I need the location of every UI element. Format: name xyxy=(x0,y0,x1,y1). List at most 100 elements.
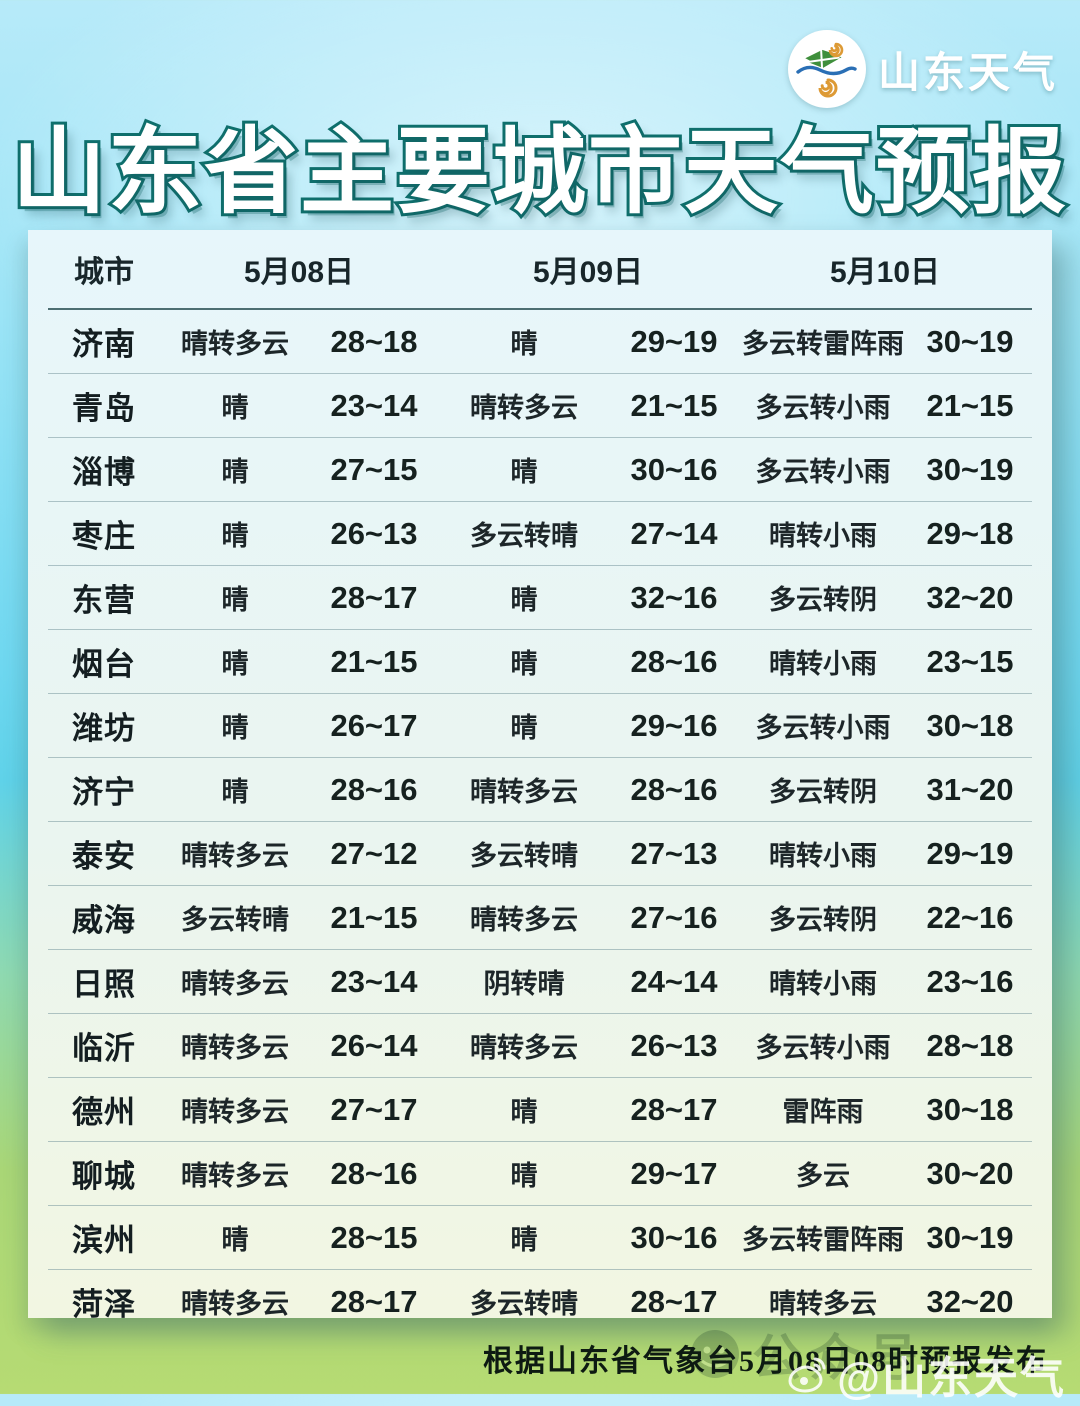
table-header-row: 城市 5月08日 5月09日 5月10日 xyxy=(48,230,1032,310)
weather-day3: 多云转小雨 xyxy=(755,713,891,743)
faint-watermark-text: 公众号 xyxy=(752,1330,926,1386)
temp-day2: 30~16 xyxy=(630,451,718,487)
header-date-2: 5月09日 xyxy=(532,256,644,289)
temp-day3: 31~20 xyxy=(926,771,1014,807)
city-name: 青岛 xyxy=(72,391,136,426)
faint-wechat-watermark: 公众号 xyxy=(688,1318,926,1390)
temp-day1: 28~17 xyxy=(330,579,418,615)
weather-day1: 晴转多云 xyxy=(181,1289,289,1319)
weather-day2: 晴 xyxy=(510,713,538,743)
city-name: 济宁 xyxy=(72,775,136,810)
temp-day3: 32~20 xyxy=(926,1283,1014,1319)
temp-day1: 23~14 xyxy=(330,963,418,999)
weather-day1: 晴 xyxy=(221,521,249,551)
temp-day1: 27~17 xyxy=(330,1091,418,1127)
temp-day3: 30~20 xyxy=(926,1155,1014,1191)
weather-day2: 晴 xyxy=(510,1161,538,1191)
city-name: 济南 xyxy=(72,327,136,362)
weather-day2: 晴 xyxy=(510,457,538,487)
weather-day1: 晴 xyxy=(221,457,249,487)
forecast-table: 城市 5月08日 5月09日 5月10日 济南 晴转多云 28~18 晴 29~… xyxy=(28,230,1052,1322)
weather-day2: 晴转多云 xyxy=(470,1033,578,1063)
weather-day3: 多云转小雨 xyxy=(755,393,891,423)
weather-day1: 晴转多云 xyxy=(181,1161,289,1191)
page-title: 山东省主要城市天气预报 xyxy=(9,116,1069,227)
weather-day3: 晴转小雨 xyxy=(769,969,877,999)
table-row: 临沂 晴转多云 26~14 晴转多云 26~13 多云转小雨 28~18 xyxy=(48,1013,1032,1077)
weather-day3: 多云转阴 xyxy=(769,585,877,615)
temp-day3: 28~18 xyxy=(926,1027,1014,1063)
temp-day2: 28~17 xyxy=(630,1283,718,1319)
temp-day1: 28~17 xyxy=(330,1283,418,1319)
weather-day1: 晴 xyxy=(221,777,249,807)
header-date-3: 5月10日 xyxy=(829,256,941,289)
temp-day3: 30~19 xyxy=(926,451,1014,487)
city-name: 德州 xyxy=(72,1095,136,1130)
temp-day3: 32~20 xyxy=(926,579,1014,615)
table-row: 德州 晴转多云 27~17 晴 28~17 雷阵雨 30~18 xyxy=(48,1077,1032,1141)
table-row: 烟台 晴 21~15 晴 28~16 晴转小雨 23~15 xyxy=(48,629,1032,693)
city-name: 潍坊 xyxy=(72,711,136,746)
weather-day2: 阴转晴 xyxy=(483,969,565,999)
temp-day3: 21~15 xyxy=(926,387,1014,423)
temp-day1: 21~15 xyxy=(330,899,418,935)
weather-day2: 多云转晴 xyxy=(470,1289,578,1319)
table-row: 聊城 晴转多云 28~16 晴 29~17 多云 30~20 xyxy=(48,1141,1032,1205)
weather-day1: 晴 xyxy=(221,585,249,615)
table-body: 济南 晴转多云 28~18 晴 29~19 多云转雷阵雨 30~19 青岛 晴 … xyxy=(48,310,1032,1333)
weather-day2: 晴 xyxy=(510,649,538,679)
temp-day2: 28~16 xyxy=(630,771,718,807)
weather-day3: 多云转雷阵雨 xyxy=(742,329,904,359)
table-row: 淄博 晴 27~15 晴 30~16 多云转小雨 30~19 xyxy=(48,437,1032,501)
header-city: 城市 xyxy=(74,256,134,289)
city-name: 泰安 xyxy=(72,839,136,874)
shandong-weather-logo-icon xyxy=(787,30,866,108)
weather-day2: 晴转多云 xyxy=(470,393,578,423)
weather-day2: 晴 xyxy=(510,1097,538,1127)
temp-day2: 32~16 xyxy=(630,579,718,615)
weather-day1: 晴转多云 xyxy=(181,1097,289,1127)
temp-day2: 26~13 xyxy=(630,1027,718,1063)
temp-day1: 28~16 xyxy=(330,1155,418,1191)
temp-day1: 21~15 xyxy=(330,643,418,679)
weather-day1: 晴 xyxy=(221,1225,249,1255)
temp-day2: 27~13 xyxy=(630,835,718,871)
temp-day2: 29~19 xyxy=(630,323,718,359)
city-name: 菏泽 xyxy=(72,1287,136,1322)
weather-day3: 晴转小雨 xyxy=(769,841,877,871)
weibo-watermark-text: @山东天气 xyxy=(837,1354,1066,1403)
temp-day1: 26~14 xyxy=(330,1027,418,1063)
temp-day3: 30~19 xyxy=(926,1219,1014,1255)
weather-day2: 晴转多云 xyxy=(470,777,578,807)
temp-day1: 23~14 xyxy=(330,387,418,423)
city-name: 威海 xyxy=(72,903,136,938)
temp-day3: 23~16 xyxy=(926,963,1014,999)
weather-day2: 晴转多云 xyxy=(470,905,578,935)
temp-day2: 29~16 xyxy=(630,707,718,743)
table-row: 济南 晴转多云 28~18 晴 29~19 多云转雷阵雨 30~19 xyxy=(48,310,1032,373)
weather-day1: 晴转多云 xyxy=(181,841,289,871)
weather-day3: 多云转阴 xyxy=(769,905,877,935)
temp-day1: 28~15 xyxy=(330,1219,418,1255)
weather-day3: 多云转小雨 xyxy=(755,1033,891,1063)
temp-day3: 22~16 xyxy=(926,899,1014,935)
city-name: 枣庄 xyxy=(72,519,136,554)
temp-day3: 29~19 xyxy=(926,835,1014,871)
table-row: 潍坊 晴 26~17 晴 29~16 多云转小雨 30~18 xyxy=(48,693,1032,757)
weather-day3: 多云转小雨 xyxy=(755,457,891,487)
city-name: 日照 xyxy=(72,967,136,1002)
weather-day3: 雷阵雨 xyxy=(782,1097,864,1127)
temp-day1: 28~18 xyxy=(330,323,418,359)
city-name: 烟台 xyxy=(72,647,136,682)
temp-day1: 27~15 xyxy=(330,451,418,487)
weather-day1: 晴转多云 xyxy=(181,969,289,999)
table-row: 滨州 晴 28~15 晴 30~16 多云转雷阵雨 30~19 xyxy=(48,1205,1032,1269)
wechat-icon xyxy=(691,1330,739,1378)
weather-day1: 多云转晴 xyxy=(181,905,289,935)
temp-day2: 27~14 xyxy=(630,515,718,551)
weather-day3: 多云转阴 xyxy=(769,777,877,807)
weather-day2: 多云转晴 xyxy=(470,521,578,551)
brand: 山东天气 xyxy=(787,30,1058,108)
weibo-watermark: @山东天气 xyxy=(785,1342,1066,1406)
table-row: 枣庄 晴 26~13 多云转晴 27~14 晴转小雨 29~18 xyxy=(48,501,1032,565)
